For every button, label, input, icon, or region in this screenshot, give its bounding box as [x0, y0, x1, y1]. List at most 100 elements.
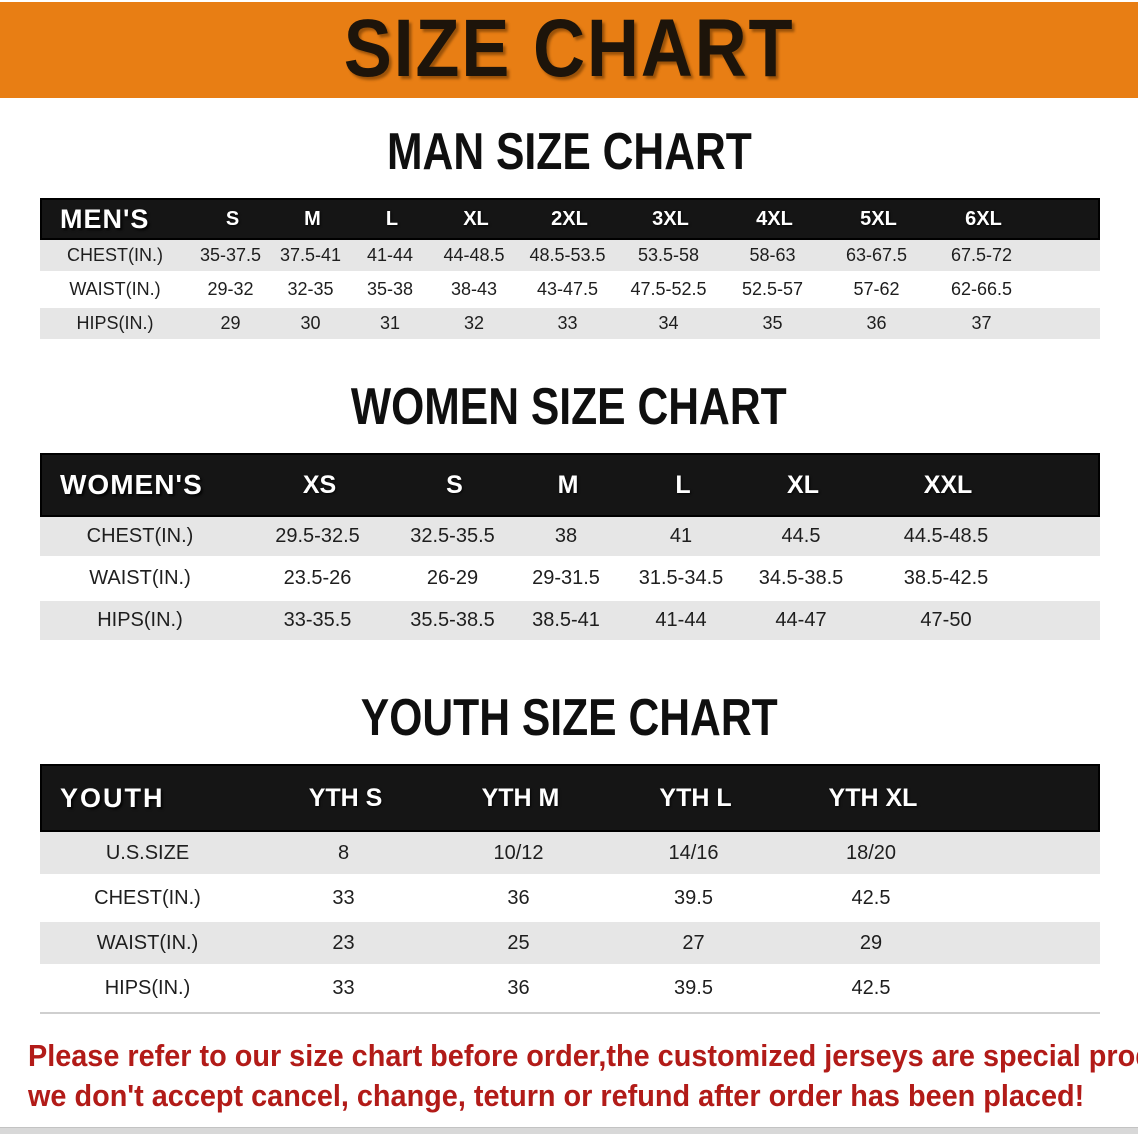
- col-header: XS: [302, 470, 337, 499]
- table-cell: 18/20: [845, 841, 897, 864]
- table-cell: 67.5-72: [950, 245, 1013, 265]
- table-cell: 35-37.5: [199, 245, 262, 265]
- men-table-header-row: MEN'S S M L XL 2XL 3XL 4XL 5XL 6XL: [40, 198, 1100, 240]
- youth-table-title: YOUTH: [60, 782, 165, 813]
- table-cell: 42.5: [851, 886, 891, 909]
- women-hips-row: HIPS(IN.) 33-35.5 35.5-38.5 38.5-41 41-4…: [40, 601, 1100, 640]
- col-header: YTH S: [308, 783, 383, 812]
- women-section-heading: WOMEN SIZE CHART: [0, 381, 1138, 433]
- table-cell: 32.5-35.5: [410, 525, 495, 547]
- row-label: HIPS(IN.): [76, 313, 154, 333]
- table-cell: 33-35.5: [283, 609, 352, 631]
- women-heading-text: WOMEN SIZE CHART: [351, 378, 787, 436]
- youth-table-header-row: YOUTH YTH S YTH M YTH L YTH XL: [40, 764, 1100, 832]
- col-header: 2XL: [551, 207, 588, 230]
- youth-waist-row: WAIST(IN.) 23 25 27 29: [40, 922, 1100, 964]
- col-header: 5XL: [860, 207, 897, 230]
- table-cell: 36: [507, 976, 530, 999]
- youth-heading-text: YOUTH SIZE CHART: [360, 689, 778, 747]
- table-cell: 30: [300, 313, 321, 333]
- table-cell: 43-47.5: [536, 279, 599, 299]
- table-cell: 44-47: [775, 609, 827, 631]
- col-header: L: [385, 207, 399, 230]
- bottom-strip: [0, 1127, 1138, 1134]
- women-chest-row: CHEST(IN.) 29.5-32.5 32.5-35.5 38 41 44.…: [40, 517, 1100, 556]
- row-label: WAIST(IN.): [69, 279, 161, 299]
- men-hips-row: HIPS(IN.) 29 30 31 32 33 34 35 36 37: [40, 308, 1100, 339]
- table-cell: 33: [557, 313, 578, 333]
- table-cell: 31.5-34.5: [638, 567, 724, 589]
- women-size-table: WOMEN'S XS S M L XL XXL CHEST(IN.) 29.5-…: [40, 453, 1100, 640]
- table-cell: 52.5-57: [741, 279, 804, 299]
- table-cell: 34: [658, 313, 679, 333]
- disclaimer: Please refer to our size chart before or…: [0, 1036, 1138, 1116]
- table-cell: 34.5-38.5: [758, 567, 844, 589]
- table-cell: 53.5-58: [637, 245, 700, 265]
- col-header: M: [304, 207, 321, 230]
- table-cell: 10/12: [493, 841, 544, 864]
- table-cell: 39.5: [674, 976, 713, 999]
- row-label: WAIST(IN.): [96, 931, 199, 954]
- men-section-heading: MAN SIZE CHART: [0, 126, 1138, 178]
- men-heading-text: MAN SIZE CHART: [386, 123, 752, 181]
- col-header: 3XL: [652, 207, 689, 230]
- men-table-title: MEN'S: [60, 203, 150, 234]
- disclaimer-line-1: Please refer to our size chart before or…: [28, 1038, 1138, 1073]
- disclaimer-line-2: we don't accept cancel, change, teturn o…: [28, 1078, 1085, 1113]
- col-header: XL: [463, 207, 489, 230]
- table-cell: 57-62: [853, 279, 900, 299]
- table-cell: 32-35: [287, 279, 334, 299]
- table-cell: 38: [554, 525, 578, 547]
- women-table-title: WOMEN'S: [60, 469, 203, 500]
- table-cell: 44-48.5: [443, 245, 505, 265]
- women-waist-row: WAIST(IN.) 23.5-26 26-29 29-31.5 31.5-34…: [40, 559, 1100, 598]
- men-chest-row: CHEST(IN.) 35-37.5 37.5-41 41-44 44-48.5…: [40, 240, 1100, 271]
- table-cell: 47.5-52.5: [630, 279, 707, 299]
- table-cell: 38.5-41: [532, 609, 600, 631]
- youth-section-heading: YOUTH SIZE CHART: [0, 692, 1138, 744]
- table-cell: 33: [332, 886, 355, 909]
- col-header: S: [225, 207, 240, 230]
- table-cell: 35.5-38.5: [410, 609, 495, 631]
- table-cell: 47-50: [920, 609, 972, 631]
- table-cell: 29: [220, 313, 241, 333]
- table-cell: 8: [337, 841, 350, 864]
- col-header: 6XL: [965, 207, 1002, 230]
- youth-size-table: YOUTH YTH S YTH M YTH L YTH XL U.S.SIZE …: [40, 764, 1100, 1014]
- table-cell: 63-67.5: [845, 245, 908, 265]
- col-header: L: [675, 470, 691, 499]
- col-header: M: [557, 470, 579, 499]
- table-cell: 41: [669, 525, 693, 547]
- table-cell: 38-43: [450, 279, 498, 299]
- table-cell: 31: [379, 313, 401, 333]
- table-cell: 29-31.5: [532, 567, 600, 589]
- row-label: CHEST(IN.): [67, 245, 163, 265]
- youth-chest-row: CHEST(IN.) 33 36 39.5 42.5: [40, 877, 1100, 919]
- table-cell: 58-63: [749, 245, 796, 265]
- table-cell: 44.5: [781, 525, 821, 547]
- table-cell: 37.5-41: [279, 245, 342, 265]
- col-header: XXL: [923, 470, 973, 499]
- women-table-header-row: WOMEN'S XS S M L XL XXL: [40, 453, 1100, 517]
- col-header: YTH M: [481, 783, 560, 812]
- col-header: YTH XL: [828, 783, 918, 812]
- men-size-table: MEN'S S M L XL 2XL 3XL 4XL 5XL 6XL CHEST…: [40, 198, 1100, 339]
- row-label: HIPS(IN.): [104, 976, 191, 999]
- col-header: 4XL: [756, 207, 793, 230]
- table-cell: 38.5-42.5: [903, 567, 989, 589]
- table-cell: 48.5-53.5: [529, 245, 606, 265]
- table-cell: 23: [332, 931, 355, 954]
- table-cell: 36: [866, 313, 887, 333]
- size-chart-banner: SIZE CHART: [0, 2, 1138, 98]
- table-cell: 23.5-26: [283, 567, 352, 589]
- page-title: SIZE CHART: [343, 3, 795, 94]
- table-cell: 39.5: [674, 886, 713, 909]
- table-cell: 29-32: [207, 279, 254, 299]
- table-cell: 33: [332, 976, 355, 999]
- row-label: U.S.SIZE: [105, 841, 190, 864]
- row-label: HIPS(IN.): [97, 609, 183, 631]
- table-cell: 27: [682, 931, 705, 954]
- youth-hips-row: HIPS(IN.) 33 36 39.5 42.5: [40, 967, 1100, 1009]
- table-cell: 29: [859, 931, 883, 954]
